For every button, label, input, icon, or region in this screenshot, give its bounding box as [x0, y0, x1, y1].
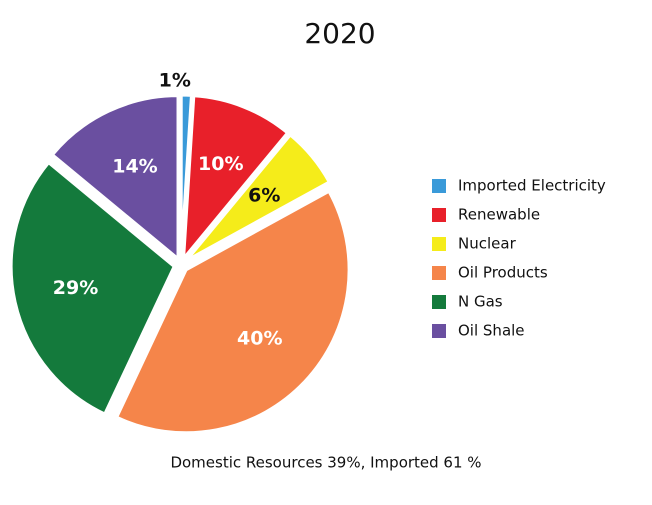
legend-label: N Gas: [458, 293, 503, 311]
legend-label: Nuclear: [458, 235, 517, 253]
legend-swatch: [432, 237, 446, 251]
pie-slice: [50, 94, 180, 261]
chart-title: 2020: [304, 17, 375, 50]
data-label: 29%: [53, 277, 98, 299]
legend-label: Imported Electricity: [458, 177, 606, 195]
data-label: 40%: [237, 327, 282, 349]
pie-slice: [115, 189, 351, 435]
legend-swatch: [432, 208, 446, 222]
data-label: 14%: [112, 156, 157, 178]
legend-swatch: [432, 295, 446, 309]
data-label: 10%: [198, 153, 243, 175]
legend-label: Oil Shale: [458, 322, 525, 340]
pie-slice: [179, 93, 193, 260]
footnote: Domestic Resources 39%, Imported 61 %: [170, 454, 481, 472]
legend-swatch: [432, 266, 446, 280]
legend-label: Oil Products: [458, 264, 548, 282]
pie-slice: [184, 133, 331, 263]
legend-swatch: [432, 324, 446, 338]
pie-slice: [182, 94, 289, 260]
data-label: 1%: [159, 70, 191, 92]
legend-label: Renewable: [458, 206, 540, 224]
legend-swatch: [432, 179, 446, 193]
pie-slice: [9, 161, 176, 416]
data-label: 6%: [248, 185, 280, 207]
